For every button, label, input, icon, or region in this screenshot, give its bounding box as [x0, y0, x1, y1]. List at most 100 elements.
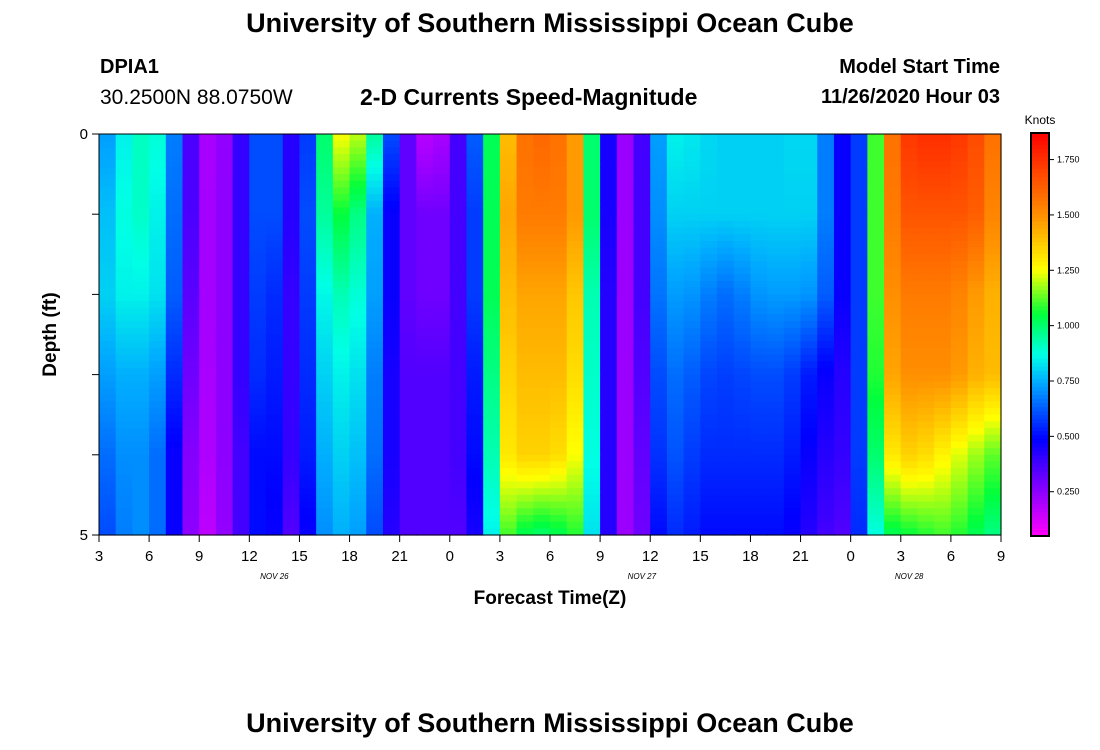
heatmap-cell	[115, 401, 134, 409]
heatmap-cell	[666, 381, 685, 389]
heatmap-cell	[733, 521, 752, 529]
heatmap-cell	[600, 454, 618, 463]
heatmap-cell	[516, 327, 534, 336]
heatmap-cell	[483, 254, 501, 262]
heatmap-cell	[533, 461, 551, 469]
heatmap-cell	[99, 154, 117, 162]
heatmap-cell	[934, 187, 952, 195]
heatmap-cell	[783, 334, 802, 342]
heatmap-cell	[683, 408, 701, 416]
heatmap-cell	[900, 347, 919, 356]
heatmap-cell	[717, 374, 735, 382]
heatmap-cell	[182, 294, 200, 302]
colorbar-segment	[1031, 338, 1049, 344]
heatmap-cell	[917, 488, 935, 496]
heatmap-cell	[316, 454, 334, 463]
heatmap-cell	[733, 134, 752, 142]
heatmap-cell	[199, 254, 217, 262]
colorbar-segment	[1031, 257, 1049, 263]
heatmap-cell	[115, 254, 134, 262]
heatmap-cell	[533, 174, 551, 182]
heatmap-cell	[717, 247, 735, 255]
heatmap-cell	[600, 347, 618, 356]
heatmap-cell	[299, 508, 317, 516]
heatmap-cell	[416, 387, 434, 396]
heatmap-cell	[583, 147, 601, 155]
heatmap-cell	[499, 167, 518, 175]
heatmap-cell	[199, 287, 217, 295]
heatmap-cell	[249, 314, 267, 322]
heatmap-cell	[850, 134, 868, 142]
heatmap-cell	[416, 301, 434, 309]
heatmap-cell	[650, 508, 668, 516]
heatmap-cell	[282, 134, 301, 142]
heatmap-cell	[466, 327, 484, 336]
heatmap-cell	[149, 240, 167, 249]
heatmap-cell	[783, 341, 802, 349]
heatmap-cell	[967, 247, 985, 255]
heatmap-cell	[199, 200, 217, 209]
heatmap-cell	[366, 488, 384, 496]
heatmap-cell	[633, 354, 651, 362]
heatmap-cell	[633, 240, 651, 249]
heatmap-cell	[683, 448, 701, 456]
heatmap-cell	[115, 361, 134, 369]
heatmap-cell	[416, 254, 434, 262]
heatmap-cell	[316, 321, 334, 329]
heatmap-cell	[917, 160, 935, 169]
heatmap-cell	[884, 528, 902, 536]
heatmap-cell	[199, 434, 217, 443]
heatmap-cell	[433, 160, 451, 169]
heatmap-cell	[182, 287, 200, 295]
heatmap-cell	[917, 474, 935, 483]
heatmap-cell	[266, 301, 284, 309]
heatmap-cell	[700, 341, 718, 349]
heatmap-cell	[750, 281, 768, 289]
heatmap-cell	[700, 294, 718, 302]
heatmap-cell	[583, 247, 601, 255]
heatmap-cell	[232, 287, 250, 295]
heatmap-cell	[115, 220, 134, 229]
colorbar-segment	[1031, 495, 1049, 501]
heatmap-cell	[282, 154, 301, 162]
heatmap-cell	[266, 134, 284, 142]
heatmap-cell	[215, 421, 234, 429]
heatmap-cell	[299, 494, 317, 503]
heatmap-cell	[299, 294, 317, 302]
heatmap-cell	[99, 174, 117, 182]
heatmap-cell	[900, 274, 919, 282]
heatmap-cell	[149, 421, 167, 429]
heatmap-cell	[433, 187, 451, 195]
heatmap-cell	[717, 134, 735, 142]
heatmap-cell	[533, 147, 551, 155]
heatmap-cell	[449, 227, 468, 235]
heatmap-cell	[633, 361, 651, 369]
colorbar-segment	[1031, 382, 1049, 388]
heatmap-cell	[733, 294, 752, 302]
heatmap-cell	[650, 327, 668, 336]
heatmap-cell	[783, 200, 802, 209]
heatmap-cell	[800, 134, 818, 142]
heatmap-cell	[666, 227, 685, 235]
heatmap-cell	[817, 321, 835, 329]
heatmap-cell	[433, 421, 451, 429]
heatmap-cell	[533, 374, 551, 382]
heatmap-cell	[700, 394, 718, 402]
heatmap-cell	[783, 134, 802, 142]
heatmap-cell	[416, 488, 434, 496]
heatmap-cell	[967, 287, 985, 295]
heatmap-cell	[449, 220, 468, 229]
heatmap-cell	[934, 281, 952, 289]
heatmap-cell	[366, 468, 384, 476]
heatmap-cell	[483, 307, 501, 316]
heatmap-cell	[165, 454, 184, 463]
heatmap-cell	[650, 481, 668, 489]
heatmap-cell	[633, 481, 651, 489]
heatmap-cell	[650, 274, 668, 282]
heatmap-cell	[850, 501, 868, 509]
heatmap-cell	[917, 187, 935, 195]
heatmap-cell	[366, 448, 384, 456]
heatmap-cell	[867, 307, 885, 316]
heatmap-cell	[884, 501, 902, 509]
heatmap-cell	[149, 347, 167, 356]
